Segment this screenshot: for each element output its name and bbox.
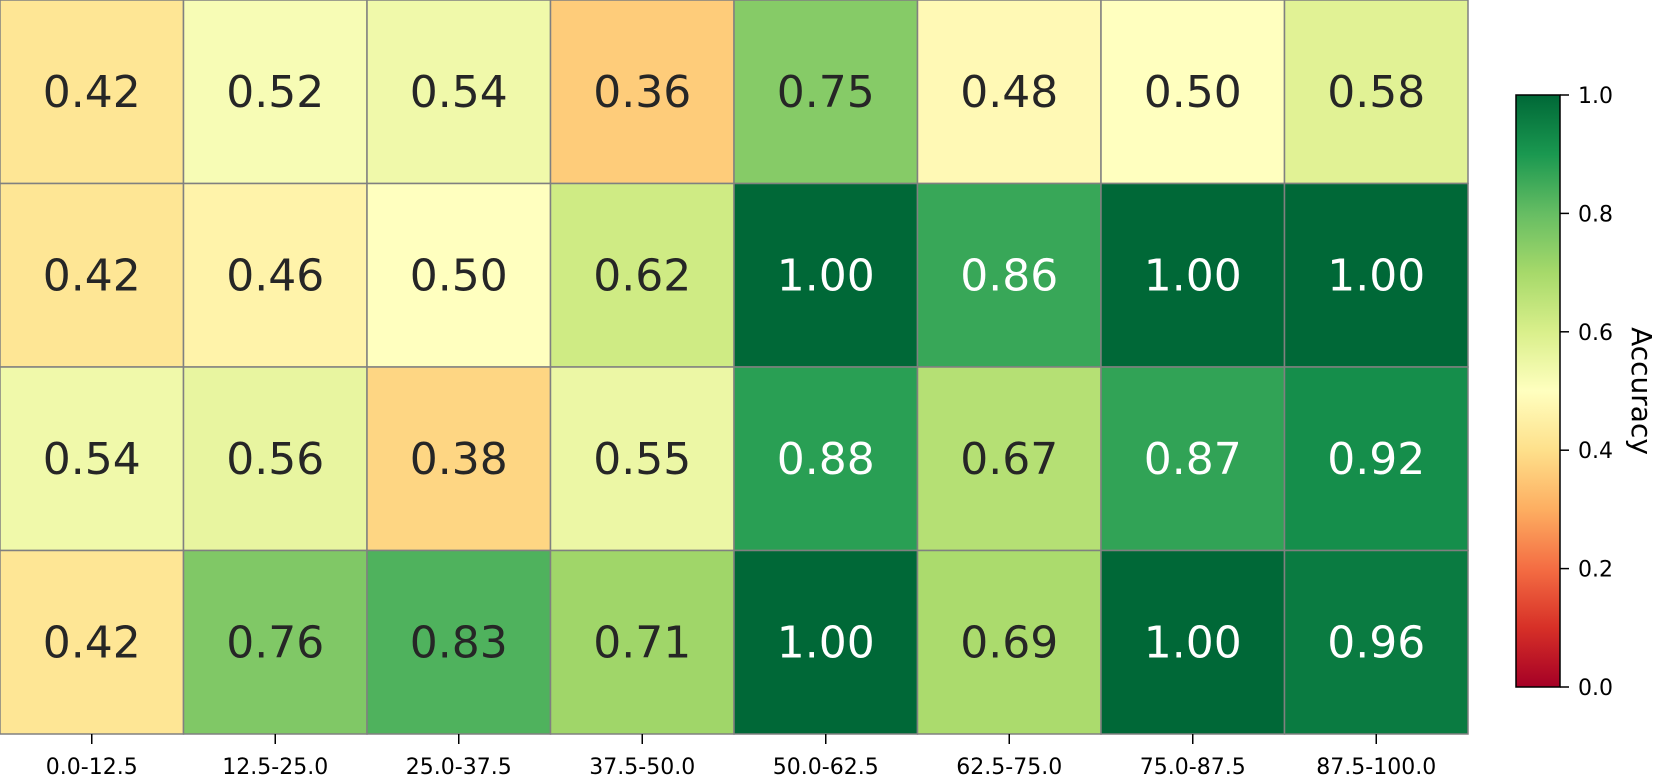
x-axis: 0.0-12.5 12.5-25.0 25.0-37.5 37.5-50.0 50.0-… (46, 734, 1436, 780)
cell-value-label: 1.00 (1144, 617, 1242, 668)
cell-value-label: 1.00 (777, 617, 875, 668)
heatmap-cell (916, 549, 1102, 735)
cell-value-label: 0.87 (1144, 434, 1242, 485)
x-tick-label: 75.0-87.5 (1140, 755, 1246, 780)
cell-value-label: 0.96 (1327, 617, 1425, 668)
cell-value-label: 0.86 (960, 250, 1058, 301)
heatmap-cell (366, 182, 552, 368)
colorbar-tick-label: 0.6 (1578, 321, 1613, 346)
cell-value-label: 1.00 (777, 250, 875, 301)
cell-value-label: 1.00 (1327, 250, 1425, 301)
x-tick-label: 0.0-12.5 (46, 755, 138, 780)
cell-value-label: 0.48 (960, 67, 1058, 118)
heatmap-cell (0, 549, 185, 735)
cell-value-label: 0.42 (43, 67, 141, 118)
cell-value-label: 0.69 (960, 617, 1058, 668)
heatmap-cell (182, 182, 368, 368)
heatmap-cell (182, 0, 368, 185)
colorbar-tick-label: 0.8 (1578, 202, 1613, 227)
cell-value-label: 0.38 (410, 434, 508, 485)
heatmap-cell (916, 366, 1102, 552)
heatmap-cell (733, 549, 919, 735)
cell-value-label: 0.62 (593, 250, 691, 301)
cell-value-label: 0.88 (777, 434, 875, 485)
heatmap-cell (1100, 366, 1286, 552)
cell-value-label: 0.71 (593, 617, 691, 668)
cell-value-label: 0.67 (960, 434, 1058, 485)
cell-value-label: 0.50 (1144, 67, 1242, 118)
heatmap-cell (0, 182, 185, 368)
cell-value-label: 0.92 (1327, 434, 1425, 485)
heatmap-cell (0, 366, 185, 552)
heatmap-cell (549, 366, 735, 552)
x-tick-label: 25.0-37.5 (406, 755, 512, 780)
heatmap-cell (366, 549, 552, 735)
heatmap-cell (182, 549, 368, 735)
heatmap-cell (1100, 549, 1286, 735)
colorbar-tick-label: 0.0 (1578, 676, 1613, 701)
heatmap-cell (1283, 182, 1469, 368)
x-tick-label: 37.5-50.0 (589, 755, 695, 780)
heatmap-cell (1283, 0, 1469, 185)
cell-value-label: 0.56 (226, 434, 324, 485)
heatmap-cell (1283, 549, 1469, 735)
cell-value-label: 0.54 (43, 434, 141, 485)
heatmap-cell (549, 0, 735, 185)
cell-value-label: 0.42 (43, 250, 141, 301)
x-tick-label: 62.5-75.0 (956, 755, 1062, 780)
colorbar-gradient (1515, 94, 1561, 688)
heatmap-cell (549, 182, 735, 368)
cell-value-label: 0.54 (410, 67, 508, 118)
colorbar-tick-label: 1.0 (1578, 84, 1613, 109)
heatmap-cell (1283, 366, 1469, 552)
colorbar-label: Accuracy (1625, 327, 1658, 455)
cell-value-label: 0.36 (593, 67, 691, 118)
x-tick-label: 87.5-100.0 (1316, 755, 1436, 780)
heatmap-cell (366, 366, 552, 552)
colorbar-ticks: 0.0 0.2 0.4 0.6 0.8 1.0 (1560, 84, 1613, 701)
cell-value-label: 0.55 (593, 434, 691, 485)
cell-value-label: 0.50 (410, 250, 508, 301)
cell-value-label: 0.42 (43, 617, 141, 668)
heatmap-cell (182, 366, 368, 552)
cell-value-label: 1.00 (1144, 250, 1242, 301)
cell-value-label: 0.76 (226, 617, 324, 668)
heatmap-cell (733, 0, 919, 185)
cell-value-label: 0.58 (1327, 67, 1425, 118)
heatmap-cell (0, 0, 185, 185)
heatmap-cell (549, 549, 735, 735)
heatmap-cell (916, 182, 1102, 368)
cell-value-label: 0.75 (777, 67, 875, 118)
heatmap-cell (1100, 182, 1286, 368)
cell-value-label: 0.83 (410, 617, 508, 668)
heatmap-cell (733, 182, 919, 368)
x-tick-label: 50.0-62.5 (773, 755, 879, 780)
x-tick-label: 12.5-25.0 (222, 755, 328, 780)
heatmap-cell (1100, 0, 1286, 185)
cell-value-label: 0.46 (226, 250, 324, 301)
heatmap-cell (916, 0, 1102, 185)
heatmap-cell (733, 366, 919, 552)
cell-value-label: 0.52 (226, 67, 324, 118)
colorbar: 0.0 0.2 0.4 0.6 0.8 1.0 Accuracy (1515, 84, 1658, 701)
colorbar-tick-label: 0.4 (1578, 439, 1613, 464)
colorbar-tick-label: 0.2 (1578, 558, 1613, 583)
heatmap-cells: 0.42 0.52 0.54 0.36 0.75 0.48 0.50 0.58 0.42 0.46… (0, 0, 1469, 735)
